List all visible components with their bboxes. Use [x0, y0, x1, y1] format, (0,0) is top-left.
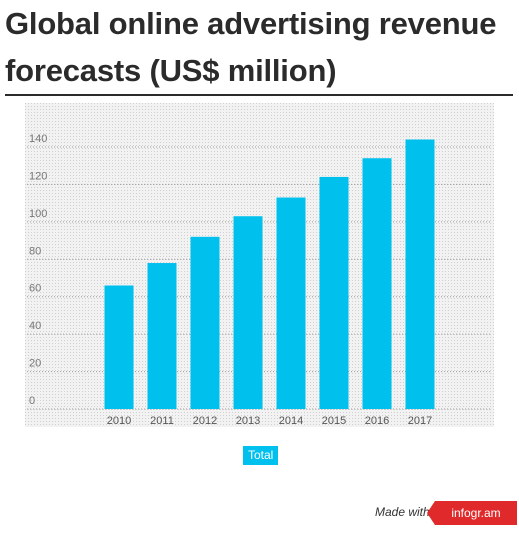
- x-tick-label: 2016: [365, 415, 389, 427]
- x-tick-label: 2012: [193, 415, 217, 427]
- x-tick-label: 2017: [408, 415, 432, 427]
- bar-2015[interactable]: [319, 176, 349, 409]
- made-with-label: Made with: [375, 505, 430, 519]
- bar-2016[interactable]: [362, 158, 392, 409]
- bar-2013[interactable]: [233, 216, 263, 409]
- x-tick-label: 2014: [279, 415, 303, 427]
- y-tick-label: 120: [29, 170, 47, 182]
- x-tick-label: 2013: [236, 415, 260, 427]
- infogram-badge[interactable]: infogr.am: [427, 501, 517, 525]
- legend-item-total[interactable]: Total: [243, 446, 279, 465]
- y-tick-label: 80: [29, 245, 41, 257]
- y-tick-label: 20: [29, 358, 41, 370]
- bar-2011[interactable]: [147, 263, 177, 409]
- bar-2010[interactable]: [104, 285, 134, 409]
- y-tick-label: 60: [29, 283, 41, 295]
- bar-2017[interactable]: [405, 139, 435, 409]
- y-tick-label: 0: [29, 395, 35, 407]
- x-tick-label: 2015: [322, 415, 346, 427]
- bar-2014[interactable]: [276, 197, 306, 409]
- y-tick-label: 100: [29, 208, 47, 220]
- y-tick-label: 140: [29, 133, 47, 145]
- title-divider: [5, 94, 513, 96]
- chart-title: Global online advertising revenue foreca…: [5, 6, 497, 88]
- x-tick-label: 2010: [107, 415, 131, 427]
- bar-2012[interactable]: [190, 236, 220, 409]
- y-tick-label: 40: [29, 320, 41, 332]
- x-tick-label: 2011: [150, 415, 174, 427]
